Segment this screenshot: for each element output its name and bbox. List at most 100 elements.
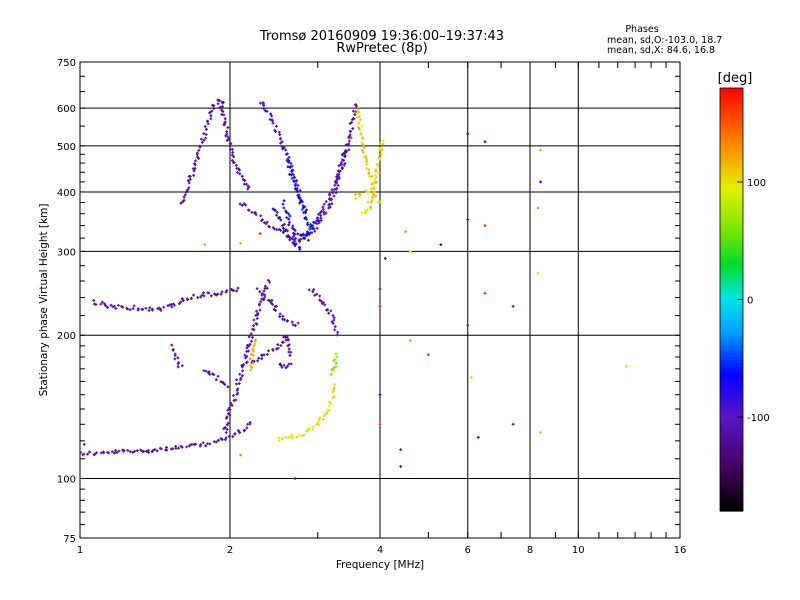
y-tick-label: 75 [63,534,76,545]
colorbar-segment [720,310,743,315]
colorbar-segment [720,264,743,269]
colorbar-segment [720,429,743,435]
colorbar-segment [720,109,743,114]
colorbar-segment [720,243,743,248]
colorbar-segment [720,408,743,413]
colorbar-segment [720,158,743,163]
y-tick-label: 100 [57,475,76,486]
colorbar-segment [720,204,743,209]
colorbar-segment [720,232,743,237]
colorbar-segment [720,447,743,452]
colorbar-segment [720,341,743,346]
colorbar-segment [720,377,743,382]
colorbar-segment [720,186,743,191]
colorbar-segment [720,165,743,170]
colorbar-segment [720,426,743,431]
colorbar-segment [720,221,743,227]
colorbar-segment [720,366,743,371]
colorbar-segment [720,433,743,438]
colorbar-segment [720,486,743,491]
plot-area: 1 2 4 6 8 10 16 75 100 200 300 400 500 600 750 [57,58,686,556]
colorbar-segment [720,105,743,110]
colorbar-segment [720,140,743,145]
colorbar-segment [720,493,743,498]
colorbar-segment [720,401,743,406]
plot-frame [79,61,681,539]
colorbar-segment [720,440,743,445]
colorbar-segment [720,193,743,198]
colorbar-segment [720,345,743,350]
colorbar-segment [720,257,743,262]
colorbar-segment [720,260,743,265]
colorbar: 100 0 -100 [719,87,770,512]
colorbar-segment [720,112,743,117]
x-tick-label: 4 [377,545,383,556]
colorbar-segment [720,207,743,212]
colorbar-label: [deg] [718,71,753,86]
colorbar-segment [720,179,743,184]
colorbar-segment [720,503,743,509]
colorbar-segment [720,225,743,230]
colorbar-segment [720,116,743,121]
colorbar-segment [720,373,743,378]
colorbar-segment [720,154,743,160]
y-tick-label: 500 [57,142,76,153]
colorbar-segment [720,183,743,188]
colorbar-segment [720,172,743,177]
colorbar-segment [720,419,743,424]
colorbar-segment [720,422,743,427]
legend-line-o: mean, sd,O:-103.0, 18.7 [607,35,722,46]
colorbar-segment [720,214,743,220]
colorbar-segment [720,338,743,343]
x-tick-label: 6 [465,545,471,556]
legend-title: Phases [625,24,658,35]
colorbar-segment [720,436,743,442]
colorbar-segment [720,500,743,505]
colorbar-tick-label: 100 [747,178,766,189]
colorbar-segment [720,176,743,181]
colorbar-segment [720,236,743,241]
chart-subtitle: RwPretec (8p) [336,41,427,56]
x-tick-label: 16 [674,545,687,556]
colorbar-segment [720,458,743,463]
y-tick-label: 750 [57,58,76,69]
colorbar-segment [720,126,743,131]
colorbar-segment [720,454,743,459]
colorbar-tick-label: 0 [747,296,753,307]
colorbar-segment [720,250,743,255]
colorbar-segment [720,267,743,272]
colorbar-segment [720,415,743,420]
colorbar-segment [720,387,743,392]
colorbar-segment [720,253,743,258]
colorbar-segment [720,313,743,318]
x-axis-label: Frequency [MHz] [336,559,424,571]
colorbar-segment [720,137,743,142]
colorbar-segment [720,133,743,138]
y-axis-label: Stationary phase Virtual Height [km] [38,204,50,397]
colorbar-segment [720,211,743,216]
colorbar-segment [720,324,743,329]
colorbar-segment [720,359,743,364]
colorbar-segment [720,398,743,403]
colorbar-segment [720,218,743,223]
colorbar-segment [720,288,743,294]
colorbar-segment [720,412,743,417]
x-tick-label: 1 [77,545,83,556]
colorbar-segment [720,384,743,389]
colorbar-segment [720,147,743,153]
colorbar-segment [720,169,743,174]
colorbar-segment [720,444,743,449]
colorbar-segment [720,292,743,297]
colorbar-segment [720,465,743,470]
colorbar-segment [720,229,743,234]
colorbar-segment [720,391,743,396]
y-tick-label: 400 [57,188,76,199]
legend-line-x: mean, sd,X: 84.6, 16.8 [607,45,715,56]
colorbar-segment [720,468,743,473]
y-tick-label: 300 [57,247,76,258]
colorbar-segment [720,119,743,124]
colorbar-segment [720,95,743,100]
colorbar-segment [720,197,743,202]
colorbar-segment [720,98,743,103]
